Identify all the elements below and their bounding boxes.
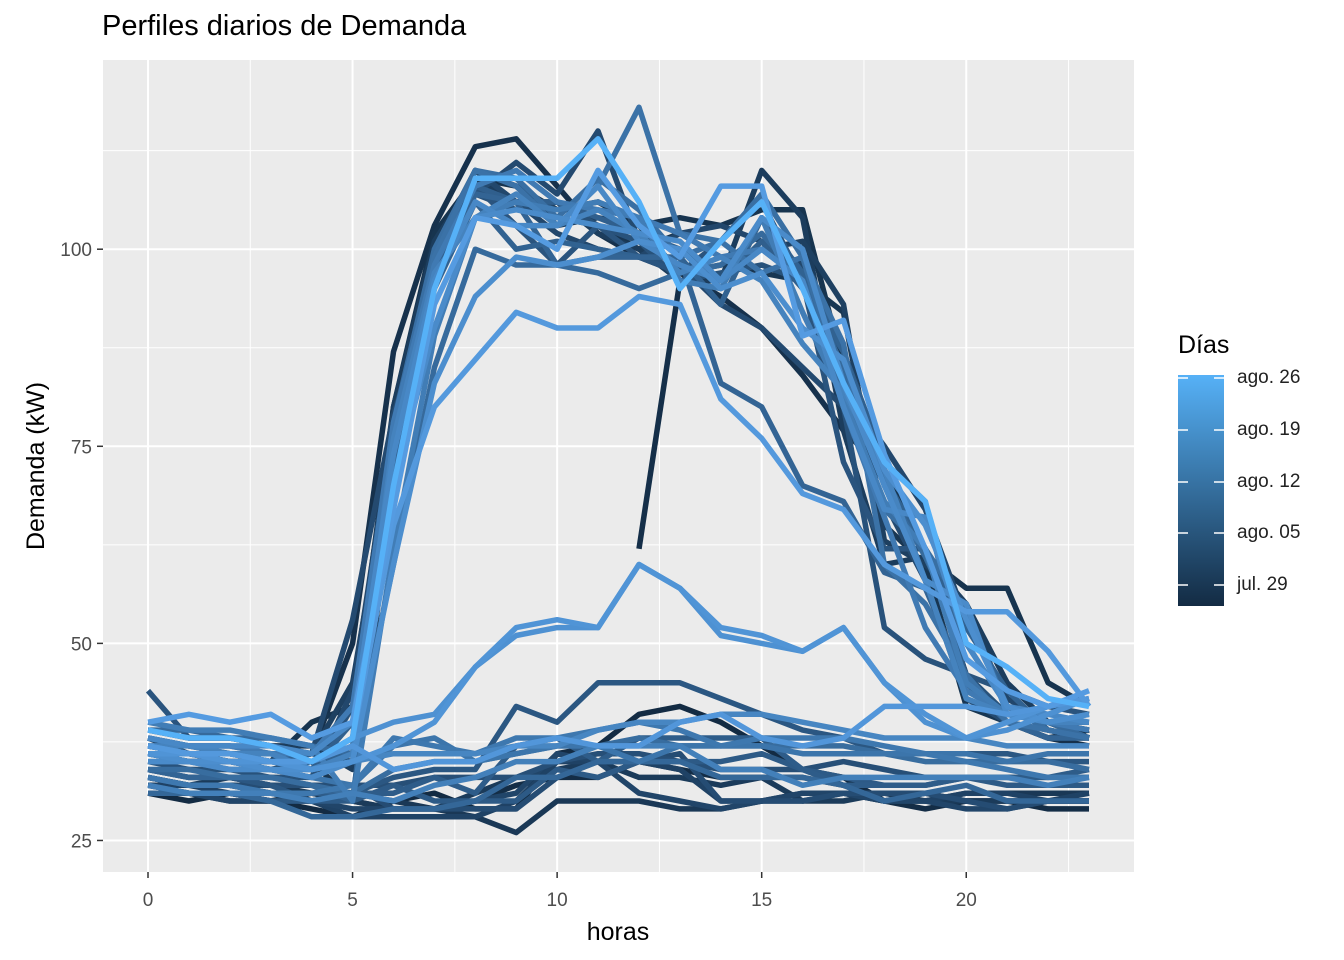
series-line-44 (147, 136, 1090, 765)
x-tick-label: 15 (751, 890, 772, 911)
legend-label-ago05: ago. 05 (1237, 522, 1301, 543)
legend-label-jul29: jul. 29 (1237, 574, 1288, 595)
legend-ticks (1178, 377, 1224, 586)
chart-title: Perfiles diarios de Demanda (102, 10, 467, 42)
series-lines (145, 104, 1092, 836)
series-line-2 (636, 280, 683, 550)
series-line-40 (148, 561, 1090, 773)
x-axis-label: horas (587, 918, 650, 946)
legend-title: Días (1178, 331, 1230, 359)
x-tick-labels: 0 5 10 15 20 (143, 890, 977, 911)
x-tick-label: 5 (347, 890, 358, 911)
axis-ticks (97, 248, 968, 878)
y-tick-label: 25 (71, 831, 92, 852)
x-tick-label: 20 (956, 890, 977, 911)
y-axis-label: Demanda (kW) (22, 382, 50, 550)
y-tick-label: 75 (71, 437, 92, 458)
series-line-24 (148, 758, 1089, 820)
x-tick-label: 10 (547, 890, 568, 911)
x-tick-label: 0 (143, 890, 154, 911)
y-tick-labels: 25 50 75 100 (60, 240, 92, 852)
series-line-43 (147, 167, 1090, 741)
legend-colorbar (1178, 375, 1224, 606)
y-tick-label: 50 (71, 634, 92, 655)
series-line-26 (148, 735, 1090, 796)
y-tick-label: 100 (60, 240, 92, 261)
legend-label-ago12: ago. 12 (1237, 471, 1301, 492)
legend-label-ago19: ago. 19 (1237, 419, 1301, 440)
legend-label-ago26: ago. 26 (1237, 367, 1301, 388)
series-line-37 (148, 207, 1090, 781)
